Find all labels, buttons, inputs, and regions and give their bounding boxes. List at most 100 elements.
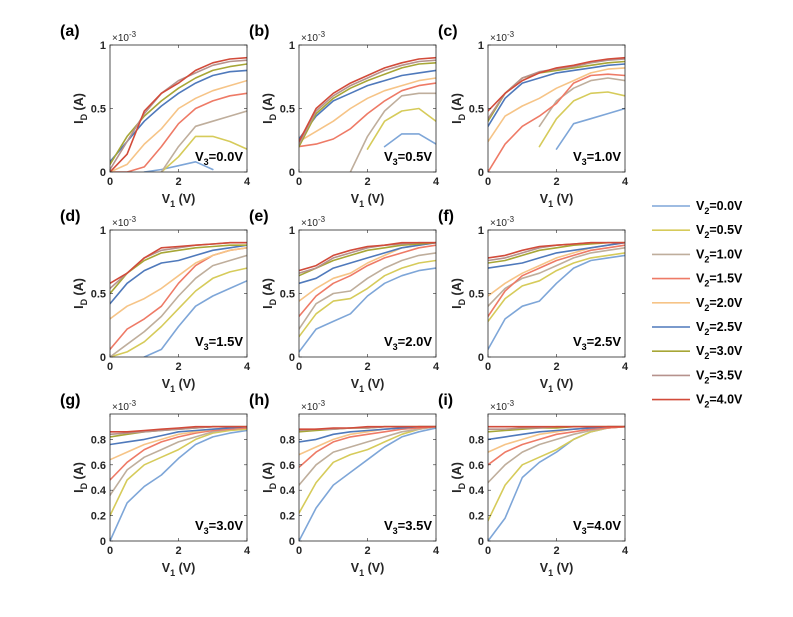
exponent-label: ×10-3	[112, 215, 137, 229]
series-line-v2-6	[299, 62, 436, 148]
panel-f: 0 2 4 0 0.5 1 ×10-3 V1 (V) ID (A) (f) V3=2.5V	[438, 208, 629, 394]
exponent-label: ×10-3	[490, 30, 515, 44]
x-tick-label: 2	[175, 176, 181, 188]
y-tick-label: 0.4	[469, 485, 485, 497]
y-tick-label: 1	[289, 40, 295, 52]
x-axis-label: V1 (V)	[162, 192, 196, 209]
y-axis-label: ID (A)	[261, 462, 278, 493]
series-group	[110, 56, 247, 172]
y-tick-label: 0	[478, 536, 484, 548]
x-tick-label: 4	[244, 176, 251, 188]
y-tick-label: 1	[100, 225, 106, 237]
v3-label: V3=1.5V	[195, 334, 243, 352]
series-line-v2-0	[383, 133, 436, 148]
series-line-v2-2	[299, 252, 436, 330]
exponent-label: ×10-3	[301, 30, 326, 44]
series-line-v2-8	[110, 56, 247, 172]
legend-item: V2=2.0V	[652, 296, 743, 313]
panel-letter: (c)	[438, 23, 458, 40]
x-tick-label: 2	[175, 361, 181, 373]
y-tick-label: 0	[100, 352, 106, 364]
x-tick-label: 2	[553, 176, 559, 188]
x-axis-label: V1 (V)	[351, 377, 385, 394]
series-line-v2-3	[488, 244, 625, 318]
series-line-v2-5	[299, 69, 436, 140]
panel-i: 0 2 4 0 0.2 0.4 0.6 0.8 ×10-3 V1 (V) ID (A) (i) V3=4…	[438, 392, 629, 578]
series-line-v2-8	[488, 56, 625, 112]
x-tick-label: 4	[244, 545, 251, 557]
x-tick-label: 0	[485, 361, 491, 373]
series-line-v2-1	[160, 135, 247, 172]
y-axis-label: ID (A)	[450, 93, 467, 124]
legend-item: V2=0.0V	[652, 199, 743, 216]
v3-label: V3=0.5V	[384, 149, 432, 167]
exponent-label: ×10-3	[301, 399, 326, 413]
x-tick-label: 0	[485, 545, 491, 557]
series-line-v2-7	[299, 59, 436, 145]
y-tick-label: 0.5	[469, 104, 484, 116]
y-tick-label: 0	[289, 536, 295, 548]
panel-a: 0 2 4 0 0.5 1 ×10-3 V1 (V) ID (A) (a) V3=0.0V	[60, 23, 251, 209]
x-tick-label: 4	[433, 176, 440, 188]
legend-item: V2=2.5V	[652, 320, 743, 337]
x-axis-label: V1 (V)	[162, 561, 196, 578]
series-line-v2-5	[299, 241, 436, 285]
legend-label: V2=3.5V	[696, 368, 743, 385]
panel-letter: (e)	[249, 208, 269, 225]
series-line-v2-3	[110, 92, 247, 172]
y-tick-label: 0.8	[469, 434, 484, 446]
x-axis-label: V1 (V)	[540, 377, 574, 394]
series-line-v2-8	[110, 425, 247, 433]
y-tick-label: 0.5	[280, 289, 295, 301]
legend-label: V2=1.5V	[696, 272, 743, 289]
panel-h: 0 2 4 0 0.2 0.4 0.6 0.8 ×10-3 V1 (V) ID (A) (h) V3=3…	[249, 392, 440, 578]
series-group	[488, 241, 625, 351]
y-tick-label: 0.5	[280, 104, 295, 116]
v3-label: V3=0.0V	[195, 149, 243, 167]
y-tick-label: 0	[478, 352, 484, 364]
panel-c: 0 2 4 0 0.5 1 ×10-3 V1 (V) ID (A) (c) V3=1.0V	[438, 23, 629, 209]
x-tick-label: 0	[107, 176, 113, 188]
y-axis-label: ID (A)	[450, 462, 467, 493]
y-tick-label: 0	[100, 536, 106, 548]
legend-item: V2=1.0V	[652, 247, 743, 264]
x-tick-label: 0	[296, 361, 302, 373]
y-tick-label: 0.5	[91, 104, 106, 116]
series-group	[299, 56, 436, 172]
panel-letter: (h)	[249, 392, 269, 409]
series-line-v2-5	[110, 244, 247, 305]
legend-label: V2=0.5V	[696, 223, 743, 240]
legend-label: V2=4.0V	[696, 393, 743, 410]
series-line-v2-5	[488, 241, 625, 269]
series-line-v2-2	[160, 110, 247, 172]
panel-g: 0 2 4 0 0.2 0.4 0.6 0.8 ×10-3 V1 (V) ID (A) (g) V3=3…	[60, 392, 251, 578]
y-axis-label: ID (A)	[72, 93, 89, 124]
y-tick-label: 0	[289, 352, 295, 364]
series-line-v2-2	[538, 77, 625, 128]
v3-label: V3=3.5V	[384, 518, 432, 536]
x-axis-label: V1 (V)	[162, 377, 196, 394]
series-group	[110, 241, 247, 357]
y-tick-label: 0.5	[469, 289, 484, 301]
series-line-v2-1	[488, 425, 625, 522]
series-line-v2-2	[110, 254, 247, 357]
y-axis-label: ID (A)	[261, 93, 278, 124]
legend: V2=0.0V V2=0.5V V2=1.0V V2=1.5V V2=2.0V V2=2.…	[652, 199, 743, 410]
y-tick-label: 0.8	[91, 434, 106, 446]
series-line-v2-1	[366, 107, 436, 150]
y-tick-label: 0	[100, 167, 106, 179]
legend-item: V2=3.5V	[652, 368, 743, 385]
series-line-v2-0	[143, 280, 247, 357]
panel-letter: (a)	[60, 23, 80, 40]
series-line-v2-3	[488, 425, 625, 466]
series-line-v2-5	[488, 63, 625, 128]
series-line-v2-3	[488, 73, 625, 172]
series-group	[299, 425, 436, 541]
panel-e: 0 2 4 0 0.5 1 ×10-3 V1 (V) ID (A) (e) V3=2.0V	[249, 208, 440, 394]
series-line-v2-4	[110, 247, 247, 320]
series-line-v2-0	[110, 429, 247, 541]
y-tick-label: 0.2	[469, 511, 484, 523]
x-tick-label: 4	[244, 361, 251, 373]
x-tick-label: 4	[433, 361, 440, 373]
